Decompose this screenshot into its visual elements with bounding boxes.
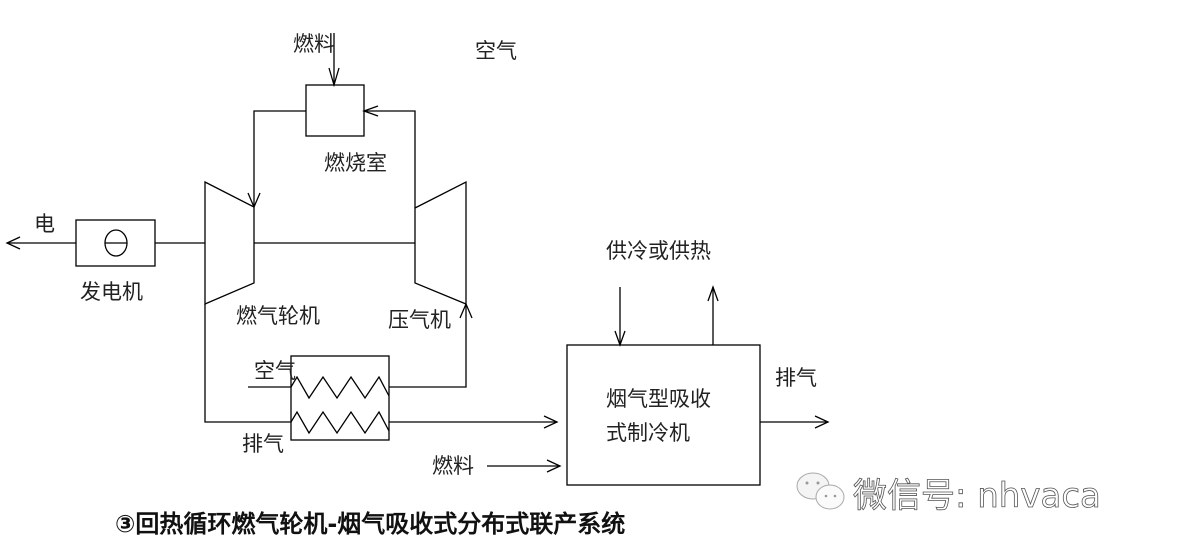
label-combustor: 燃烧室	[324, 151, 387, 175]
cooling-heating-out-arrow	[707, 285, 719, 345]
compressor-shape	[414, 180, 467, 305]
label-fuel-top: 燃料	[293, 32, 335, 56]
air-to-compressor-flow	[389, 302, 473, 388]
label-chiller-line1: 烟气型吸收	[606, 387, 711, 411]
exhaust-to-chiller-arrow	[389, 415, 559, 429]
compressor-to-combustor-flow	[362, 105, 416, 208]
label-generator: 发电机	[80, 280, 143, 304]
absorption-chiller-box	[566, 344, 761, 486]
label-cooling-heating: 供冷或供热	[606, 239, 711, 263]
label-exhaust-left: 排气	[242, 432, 284, 456]
cooling-heating-in-arrow	[614, 287, 626, 347]
label-compressor: 压气机	[388, 308, 451, 332]
label-gas-turbine: 燃气轮机	[236, 304, 320, 328]
label-air-top: 空气	[475, 39, 517, 63]
combustor-box	[305, 84, 365, 137]
recuperator-coil-air	[290, 375, 390, 400]
electricity-arrow	[5, 236, 76, 250]
chiller-fuel-arrow	[487, 459, 562, 473]
wechat-icon	[796, 472, 845, 510]
chiller-exhaust-arrow	[760, 415, 830, 429]
label-exhaust-right: 排气	[775, 366, 817, 390]
recuperator-coil-exhaust	[290, 410, 390, 435]
label-air-in: 空气	[254, 359, 296, 383]
label-chiller-line2: 式制冷机	[606, 421, 690, 445]
recuperator-box	[290, 355, 390, 441]
watermark-text: 微信号: nhvaca	[853, 476, 1101, 516]
combustor-to-turbine-flow	[247, 110, 306, 209]
label-fuel-bottom: 燃料	[432, 454, 474, 478]
diagram-title: ③回热循环燃气轮机-烟气吸收式分布式联产系统	[115, 510, 625, 538]
gas-turbine-shape	[204, 180, 255, 305]
label-electricity: 电	[34, 212, 55, 236]
turbine-exhaust-line	[204, 304, 291, 423]
